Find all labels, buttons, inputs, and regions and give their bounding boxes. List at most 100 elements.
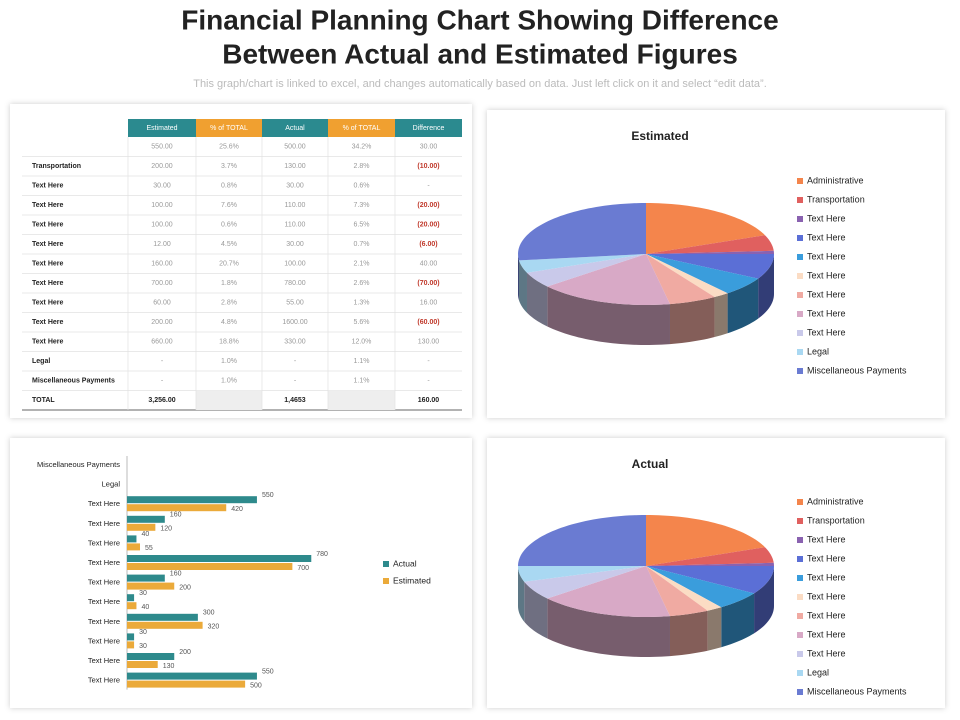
legend-label: Text Here bbox=[807, 553, 846, 563]
row-label: Text Here bbox=[32, 222, 63, 229]
legend-swatch bbox=[797, 216, 803, 222]
pie-side bbox=[669, 610, 708, 657]
table-cell: 700.00 bbox=[151, 280, 173, 287]
pie-side bbox=[519, 260, 527, 313]
table-cell: 2.1% bbox=[354, 261, 370, 268]
pie-slice bbox=[646, 515, 766, 566]
legend-label: Text Here bbox=[807, 591, 846, 601]
legend-label: Actual bbox=[393, 558, 417, 568]
pie-slice bbox=[518, 203, 646, 261]
legend-label: Transportation bbox=[807, 515, 865, 525]
table-cell: - bbox=[161, 378, 164, 385]
value-label: 200 bbox=[179, 649, 191, 656]
table-cell: - bbox=[427, 358, 430, 365]
title: Between Actual and Estimated Figures bbox=[222, 38, 738, 69]
value-label: 40 bbox=[141, 604, 149, 611]
legend-label: Text Here bbox=[807, 251, 846, 261]
row-label: Text Here bbox=[32, 339, 63, 346]
legend-swatch bbox=[797, 330, 803, 336]
table-cell: (20.00) bbox=[417, 202, 439, 209]
value-label: 300 bbox=[203, 610, 215, 617]
legend-swatch bbox=[797, 651, 803, 657]
pie-slice bbox=[526, 254, 646, 287]
pie-side bbox=[518, 566, 525, 622]
table-cell: 200.00 bbox=[151, 319, 173, 326]
category-label: Miscellaneous Payments bbox=[37, 460, 120, 469]
table-cell: - bbox=[427, 378, 430, 385]
table-cell: (70.00) bbox=[417, 280, 439, 287]
table-cell: 60.00 bbox=[153, 300, 171, 307]
table-cell: 0.6% bbox=[354, 183, 370, 190]
category-label: Text Here bbox=[88, 636, 120, 645]
table-cell: 550.00 bbox=[151, 144, 173, 151]
pie-slice bbox=[646, 566, 755, 608]
category-label: Text Here bbox=[88, 617, 120, 626]
legend-label: Text Here bbox=[807, 308, 846, 318]
bar bbox=[127, 535, 137, 543]
row-label: Text Here bbox=[32, 261, 63, 268]
category-label: Text Here bbox=[88, 519, 120, 528]
title: Financial Planning Chart Showing Differe… bbox=[181, 4, 778, 35]
table-cell: 30.00 bbox=[153, 183, 171, 190]
table-cell: 3.7% bbox=[221, 163, 237, 170]
legend-swatch bbox=[797, 349, 803, 355]
pie-side bbox=[518, 254, 520, 301]
legend-swatch bbox=[383, 561, 389, 567]
table-cell: (6.00) bbox=[419, 241, 437, 248]
value-label: 550 bbox=[262, 492, 274, 499]
value-label: 420 bbox=[231, 506, 243, 513]
legend-swatch bbox=[797, 311, 803, 317]
legend-label: Text Here bbox=[807, 534, 846, 544]
legend-label: Legal bbox=[807, 346, 829, 356]
legend-label: Transportation bbox=[807, 194, 865, 204]
pie-side bbox=[707, 607, 722, 651]
legend-label: Miscellaneous Payments bbox=[807, 365, 907, 375]
legend-label: Estimated bbox=[393, 575, 431, 585]
pie-slice bbox=[518, 515, 646, 566]
table-cell: 1,4653 bbox=[284, 397, 306, 404]
value-label: 550 bbox=[262, 668, 274, 675]
value-label: 160 bbox=[170, 512, 182, 519]
legend-label: Text Here bbox=[807, 629, 846, 639]
pie-side bbox=[727, 278, 759, 334]
table-cell: 1.1% bbox=[354, 358, 370, 365]
table-cell: 100.00 bbox=[151, 222, 173, 229]
table-cell: 7.6% bbox=[221, 202, 237, 209]
pie-side bbox=[754, 566, 774, 634]
value-label: 30 bbox=[139, 629, 147, 636]
table-header: % of TOTAL bbox=[210, 125, 248, 132]
category-label: Text Here bbox=[88, 499, 120, 508]
table-cell: 34.2% bbox=[352, 144, 372, 151]
pie-side bbox=[758, 254, 774, 319]
legend-label: Text Here bbox=[807, 327, 846, 337]
subtitle: This graph/chart is linked to excel, and… bbox=[193, 78, 767, 90]
bar bbox=[127, 602, 137, 610]
bar bbox=[127, 504, 227, 512]
table-header-cell bbox=[128, 119, 196, 137]
pie-slice bbox=[518, 566, 646, 582]
legend-swatch bbox=[797, 632, 803, 638]
table-header-cell bbox=[196, 119, 262, 137]
total-shade bbox=[196, 390, 262, 410]
chart-title: Estimated bbox=[631, 129, 688, 143]
bar bbox=[127, 543, 140, 551]
table-cell: 1.3% bbox=[354, 300, 370, 307]
legend-label: Text Here bbox=[807, 213, 846, 223]
legend-label: Administrative bbox=[807, 175, 864, 185]
row-label: Text Here bbox=[32, 241, 63, 248]
table-cell: 3,256.00 bbox=[148, 397, 175, 404]
value-label: 780 bbox=[316, 551, 328, 558]
table-header-cell bbox=[395, 119, 462, 137]
table-cell: (10.00) bbox=[417, 163, 439, 170]
table-cell: 7.3% bbox=[354, 202, 370, 209]
pie-slice bbox=[646, 566, 774, 594]
legend-label: Text Here bbox=[807, 610, 846, 620]
table-cell: 16.00 bbox=[420, 300, 438, 307]
table-cell: 160.00 bbox=[151, 261, 173, 268]
pie-slice bbox=[646, 547, 774, 566]
table-cell: 40.00 bbox=[420, 261, 438, 268]
bar bbox=[127, 672, 257, 680]
table-cell: 110.00 bbox=[285, 202, 306, 209]
